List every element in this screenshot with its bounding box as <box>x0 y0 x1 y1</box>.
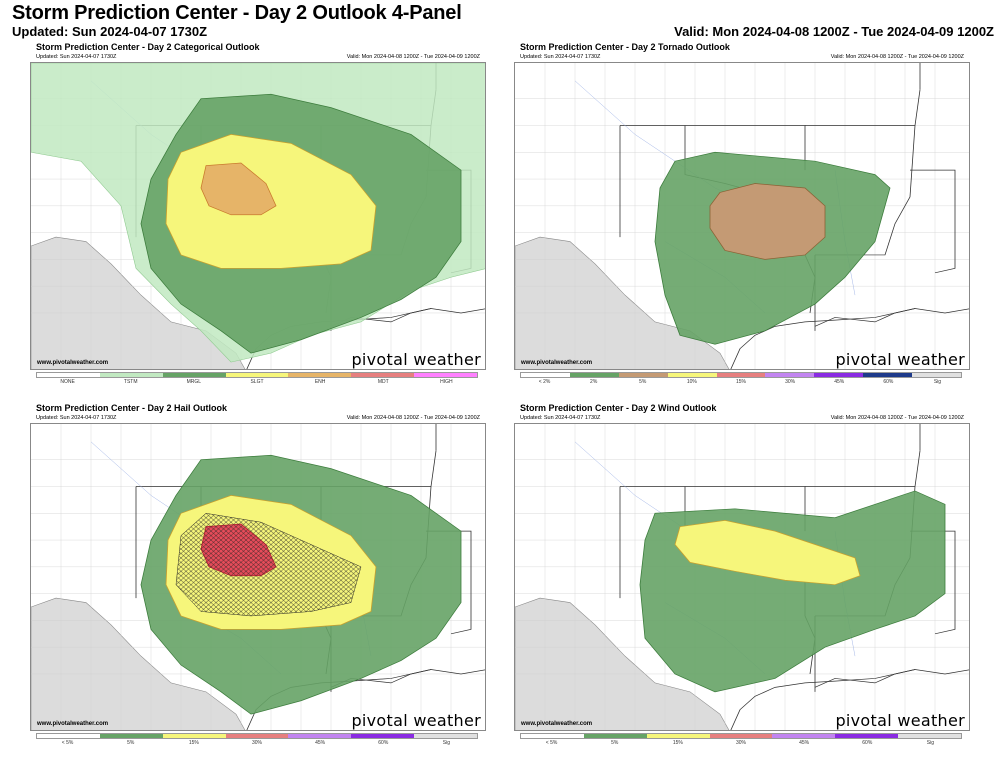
updated-time: Updated: Sun 2024-04-07 1730Z <box>12 24 208 39</box>
legend-swatch <box>618 373 668 377</box>
legend-swatch <box>667 373 717 377</box>
legend-swatch <box>414 373 478 377</box>
legend-label: MRGL <box>186 379 202 385</box>
legend-swatch <box>898 734 962 738</box>
legend-swatch <box>288 734 352 738</box>
wind-5pct-area <box>639 490 946 693</box>
legend-swatch <box>521 373 570 377</box>
legend-swatch <box>351 373 415 377</box>
panel-updated: Updated: Sun 2024-04-07 1730Z <box>36 415 117 421</box>
legend-swatch <box>569 373 619 377</box>
wind-15pct-area <box>674 520 861 586</box>
legend-label: 45% <box>799 740 810 746</box>
panel-title: Storm Prediction Center - Day 2 Wind Out… <box>520 403 717 413</box>
brand-logo: pivotal weather <box>835 711 965 730</box>
legend-swatch <box>225 373 289 377</box>
legend-label: 60% <box>883 379 894 385</box>
map-area: www.pivotalweather.com pivotal weather <box>514 62 970 370</box>
legend-label: 60% <box>378 740 389 746</box>
legend-label: < 2% <box>538 379 551 385</box>
legend-swatch <box>37 373 100 377</box>
legend-swatch <box>225 734 289 738</box>
legend-swatch <box>288 373 352 377</box>
page-title: Storm Prediction Center - Day 2 Outlook … <box>12 2 462 24</box>
legend-label: 5% <box>127 740 135 746</box>
map-area: www.pivotalweather.com pivotal weather <box>514 423 970 731</box>
brand-logo: pivotal weather <box>835 350 965 369</box>
site-url: www.pivotalweather.com <box>37 721 109 727</box>
legend-label: MDT <box>377 379 389 385</box>
panel-title: Storm Prediction Center - Day 2 Tornado … <box>520 42 730 52</box>
legend-swatch <box>863 373 913 377</box>
legend-swatch <box>162 373 226 377</box>
legend-swatch <box>772 734 836 738</box>
legend-swatch <box>351 734 415 738</box>
legend-swatch <box>162 734 226 738</box>
brand-logo: pivotal weather <box>351 350 481 369</box>
legend-label: 30% <box>785 379 796 385</box>
legend-label: 15% <box>735 379 746 385</box>
legend-label: Sig <box>442 740 451 746</box>
legend-label: Sig <box>926 740 935 746</box>
legend-label: Sig <box>933 379 942 385</box>
hail-outlook-panel: Storm Prediction Center - Day 2 Hail Out… <box>30 403 486 755</box>
brand-logo: pivotal weather <box>351 711 481 730</box>
tornado-5pct-area <box>709 183 826 260</box>
panel-title: Storm Prediction Center - Day 2 Hail Out… <box>36 403 228 413</box>
panel-valid: Valid: Mon 2024-04-08 1200Z - Tue 2024-0… <box>830 54 964 60</box>
site-url: www.pivotalweather.com <box>521 721 593 727</box>
legend-label: < 5% <box>61 740 74 746</box>
legend-swatch <box>99 373 163 377</box>
legend-swatch <box>646 734 710 738</box>
legend-label: 30% <box>735 740 746 746</box>
legend: < 5% 5% 15% 30% 45% 60% Sig <box>520 733 962 751</box>
legend-label: 30% <box>251 740 262 746</box>
panel-valid: Valid: Mon 2024-04-08 1200Z - Tue 2024-0… <box>830 415 964 421</box>
legend-swatch <box>709 734 773 738</box>
wind-outlook-panel: Storm Prediction Center - Day 2 Wind Out… <box>514 403 970 755</box>
legend-label: TSTM <box>123 379 138 385</box>
site-url: www.pivotalweather.com <box>37 360 109 366</box>
legend: < 5% 5% 15% 30% 45% 60% Sig <box>36 733 478 751</box>
legend-label: 10% <box>686 379 697 385</box>
panel-title: Storm Prediction Center - Day 2 Categori… <box>36 42 260 52</box>
legend-swatch <box>765 373 815 377</box>
legend-label: ENH <box>314 379 326 385</box>
legend-swatch <box>716 373 766 377</box>
legend-label: 15% <box>188 740 199 746</box>
legend-swatch <box>835 734 899 738</box>
legend-label: 5% <box>639 379 647 385</box>
map-area: www.pivotalweather.com pivotal weather <box>30 423 486 731</box>
legend-swatch <box>99 734 163 738</box>
legend-label: 2% <box>590 379 598 385</box>
categorical-outlook-panel: Storm Prediction Center - Day 2 Categori… <box>30 42 486 394</box>
legend-swatch <box>521 734 584 738</box>
valid-time: Valid: Mon 2024-04-08 1200Z - Tue 2024-0… <box>674 24 994 39</box>
enh-area <box>200 162 277 216</box>
legend: < 2% 2% 5% 10% 15% 30% 45% 60% Sig <box>520 372 962 390</box>
legend-swatch <box>37 734 100 738</box>
map-area: www.pivotalweather.com pivotal weather <box>30 62 486 370</box>
legend-swatch <box>414 734 478 738</box>
panel-updated: Updated: Sun 2024-04-07 1730Z <box>520 415 601 421</box>
legend-label: 60% <box>862 740 873 746</box>
panel-updated: Updated: Sun 2024-04-07 1730Z <box>36 54 117 60</box>
legend: NONE TSTM MRGL SLGT ENH MDT HIGH <box>36 372 478 390</box>
legend-label: 15% <box>672 740 683 746</box>
legend-label: 45% <box>834 379 845 385</box>
legend-label: SLGT <box>250 379 264 385</box>
panel-updated: Updated: Sun 2024-04-07 1730Z <box>520 54 601 60</box>
panel-valid: Valid: Mon 2024-04-08 1200Z - Tue 2024-0… <box>346 54 480 60</box>
legend-swatch <box>814 373 864 377</box>
legend-label: 5% <box>611 740 619 746</box>
legend-label: HIGH <box>440 379 453 385</box>
legend-swatch <box>583 734 647 738</box>
tornado-outlook-panel: Storm Prediction Center - Day 2 Tornado … <box>514 42 970 394</box>
legend-label: 45% <box>315 740 326 746</box>
site-url: www.pivotalweather.com <box>521 360 593 366</box>
legend-label: NONE <box>60 379 75 385</box>
legend-label: < 5% <box>545 740 558 746</box>
legend-swatch <box>912 373 962 377</box>
panel-valid: Valid: Mon 2024-04-08 1200Z - Tue 2024-0… <box>346 415 480 421</box>
